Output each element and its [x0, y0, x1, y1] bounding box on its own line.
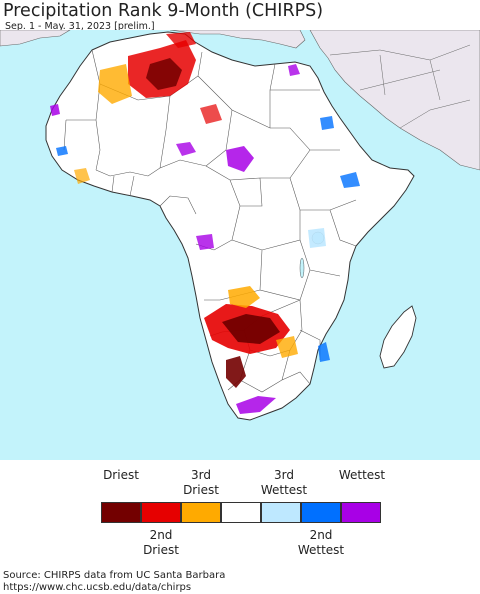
- legend-label-3rd-wettest: 3rd Wettest: [260, 468, 308, 497]
- lake-tanganyika: [299, 257, 305, 279]
- africa-precipitation-map: [0, 30, 480, 460]
- madagascar: [379, 305, 417, 369]
- legend-swatch-2nd-wettest: [301, 502, 341, 523]
- middle-east-land: [309, 30, 480, 171]
- legend-label-2nd-driest: 2nd Driest: [143, 528, 179, 557]
- dry-anomaly-patches: [74, 32, 298, 388]
- legend-label-3rd-driest: 3rd Driest: [183, 468, 219, 497]
- source-credit: Source: CHIRPS data from UC Santa Barbar…: [3, 570, 226, 581]
- legend-swatch-3rd-wettest: [261, 502, 301, 523]
- legend-swatch-3rd-driest: [181, 502, 221, 523]
- legend-swatch-wettest: [341, 502, 381, 523]
- legend-label-driest: Driest: [103, 468, 139, 482]
- middle-east-borders: [329, 44, 471, 129]
- legend-swatch-normal: [221, 502, 261, 523]
- wet-anomaly-patches: [50, 64, 360, 414]
- europe-land: [0, 30, 306, 49]
- legend-swatch-2nd-driest: [141, 502, 181, 523]
- map-title: Precipitation Rank 9-Month (CHIRPS): [3, 1, 324, 21]
- legend-label-wettest: Wettest: [338, 468, 386, 482]
- source-url: https://www.chc.ucsb.edu/data/chirps: [3, 582, 192, 593]
- map-subtitle: Sep. 1 - May. 31, 2023 [prelim.]: [5, 21, 155, 32]
- legend-swatch-driest: [101, 502, 141, 523]
- legend-label-2nd-wettest: 2nd Wettest: [297, 528, 345, 557]
